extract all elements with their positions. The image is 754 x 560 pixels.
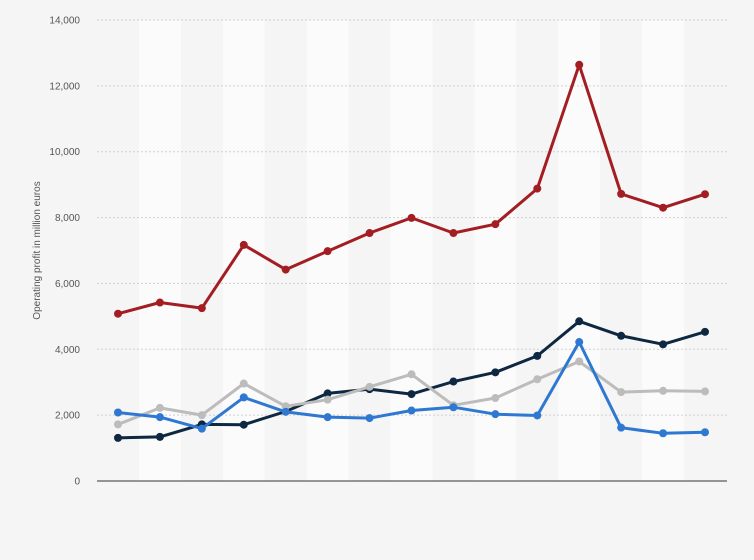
- data-point: [323, 413, 332, 422]
- data-point: [281, 265, 290, 274]
- data-point: [491, 410, 500, 419]
- data-point: [617, 189, 626, 198]
- data-point: [575, 317, 584, 326]
- data-point: [197, 304, 206, 313]
- data-point: [701, 190, 709, 199]
- series-2: [114, 317, 709, 442]
- y-axis-tick-labels: 0 2,000 4,000 6,000 8,000 10,000 12,000 14,000: [49, 16, 80, 488]
- data-point: [239, 420, 248, 429]
- data-point: [323, 247, 332, 256]
- column-band: [558, 20, 601, 481]
- y-tick-label: 10,000: [49, 147, 80, 158]
- y-tick-label: 14,000: [49, 16, 80, 27]
- data-point: [365, 414, 374, 423]
- data-point: [155, 403, 164, 412]
- data-point: [239, 240, 248, 249]
- column-band: [390, 20, 433, 481]
- column-band: [432, 20, 475, 481]
- data-point: [449, 403, 458, 412]
- y-tick-label: 6,000: [55, 279, 80, 290]
- data-point: [114, 420, 122, 429]
- data-point: [365, 382, 374, 391]
- data-point: [197, 411, 206, 420]
- column-band: [516, 20, 559, 481]
- data-point: [617, 331, 626, 340]
- data-point: [701, 327, 709, 336]
- data-point: [239, 393, 248, 402]
- column-band: [684, 20, 726, 481]
- column-band: [474, 20, 517, 481]
- data-point: [701, 387, 709, 396]
- data-point: [114, 408, 122, 417]
- y-tick-label: 2,000: [55, 411, 80, 422]
- data-point: [114, 433, 122, 442]
- data-point: [449, 229, 458, 238]
- data-point: [575, 338, 584, 347]
- data-point: [281, 407, 290, 416]
- data-point: [491, 368, 500, 377]
- data-point: [407, 370, 416, 379]
- data-point: [323, 395, 332, 404]
- data-point: [701, 428, 709, 437]
- data-point: [407, 390, 416, 399]
- data-point: [449, 377, 458, 386]
- data-point: [239, 379, 248, 388]
- data-point: [491, 394, 500, 403]
- column-band: [222, 20, 265, 481]
- data-point: [533, 375, 542, 384]
- column-band: [348, 20, 391, 481]
- data-point: [533, 184, 542, 193]
- series-layer: [114, 60, 709, 442]
- data-point: [155, 413, 164, 422]
- data-point: [407, 406, 416, 415]
- series-3: [114, 357, 709, 429]
- data-point: [114, 309, 122, 318]
- data-point: [407, 213, 416, 222]
- data-point: [323, 389, 332, 398]
- column-band: [642, 20, 685, 481]
- data-point: [533, 411, 542, 420]
- data-point: [281, 402, 290, 411]
- data-point: [155, 432, 164, 441]
- data-point: [575, 60, 584, 69]
- y-tick-label: 8,000: [55, 213, 80, 224]
- y-tick-label: 12,000: [49, 81, 80, 92]
- data-point: [659, 203, 668, 212]
- column-band: [97, 20, 139, 481]
- data-point: [491, 220, 500, 229]
- data-point: [617, 388, 626, 397]
- column-bands: [97, 20, 726, 481]
- data-point: [575, 357, 584, 366]
- data-point: [533, 351, 542, 360]
- data-point: [617, 423, 626, 432]
- series-1: [114, 60, 709, 318]
- data-point: [659, 386, 668, 395]
- y-axis-title: Operating profit in million euros: [32, 181, 43, 319]
- data-point: [155, 298, 164, 307]
- data-point: [659, 340, 668, 349]
- y-tick-label: 0: [74, 477, 80, 488]
- data-point: [365, 229, 374, 238]
- y-tick-label: 4,000: [55, 345, 80, 356]
- column-band: [600, 20, 643, 481]
- data-point: [659, 429, 668, 438]
- series-4: [114, 338, 709, 438]
- data-point: [197, 424, 206, 433]
